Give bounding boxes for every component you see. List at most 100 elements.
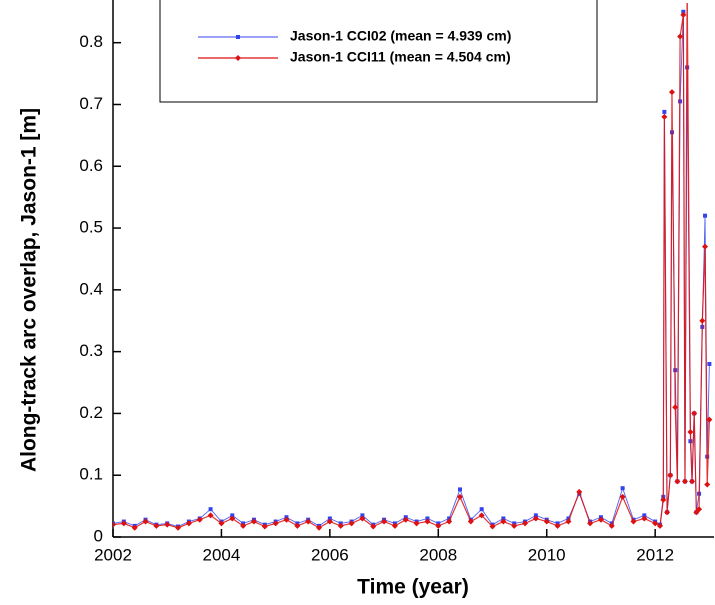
marker <box>500 518 507 525</box>
y-axis-title: Along-track arc overlap, Jason-1 [m] <box>18 108 41 472</box>
marker <box>667 472 674 479</box>
marker <box>402 516 409 523</box>
marker <box>620 486 625 491</box>
legend-label: Jason-1 CCI02 (mean = 4.939 cm) <box>290 28 511 44</box>
y-tick-label: 0 <box>94 526 103 545</box>
marker <box>327 516 332 521</box>
marker <box>305 518 312 525</box>
marker <box>689 478 696 485</box>
plot-area <box>113 3 713 531</box>
marker <box>619 493 626 500</box>
marker <box>457 487 462 492</box>
marker <box>680 11 687 18</box>
marker <box>674 478 681 485</box>
marker <box>501 516 506 521</box>
marker <box>597 516 604 523</box>
marker <box>294 522 301 529</box>
marker <box>467 518 474 525</box>
marker <box>142 518 149 525</box>
marker <box>704 481 711 488</box>
marker <box>630 518 637 525</box>
marker <box>489 523 496 530</box>
marker <box>587 520 594 527</box>
marker <box>456 493 463 500</box>
marker <box>120 520 127 527</box>
x-tick-label: 2012 <box>636 545 674 564</box>
marker <box>642 513 647 518</box>
marker <box>218 520 225 527</box>
marker <box>641 515 648 522</box>
y-tick-label: 0.8 <box>79 32 103 51</box>
marker <box>153 522 160 529</box>
marker <box>236 35 240 39</box>
marker <box>359 515 366 522</box>
marker <box>261 523 268 530</box>
marker <box>326 518 333 525</box>
marker <box>522 520 529 527</box>
marker <box>447 516 452 521</box>
marker <box>479 507 484 512</box>
marker <box>230 513 235 518</box>
marker <box>337 522 344 529</box>
marker <box>576 488 583 495</box>
marker <box>703 213 708 218</box>
marker <box>543 518 550 525</box>
marker <box>660 496 667 503</box>
marker <box>702 243 709 250</box>
marker <box>691 410 698 417</box>
y-tick-label: 0.4 <box>79 279 103 298</box>
marker <box>681 478 688 485</box>
marker <box>283 516 290 523</box>
marker <box>348 520 355 527</box>
marker <box>229 515 236 522</box>
marker <box>532 515 539 522</box>
x-axis-title: Time (year) <box>357 576 469 599</box>
marker <box>554 522 561 529</box>
marker <box>235 55 241 61</box>
x-tick-label: 2010 <box>528 545 566 564</box>
marker <box>657 522 664 529</box>
x-tick-label: 2004 <box>203 545 241 564</box>
marker <box>608 522 615 529</box>
marker <box>208 507 213 512</box>
marker <box>250 518 257 525</box>
marker <box>664 509 671 516</box>
marker <box>381 518 388 525</box>
y-tick-label: 0.7 <box>79 94 103 113</box>
marker <box>413 520 420 527</box>
marker <box>478 512 485 519</box>
y-tick-label: 0.1 <box>79 465 103 484</box>
marker <box>566 516 571 521</box>
marker <box>661 113 668 120</box>
y-tick-label: 0.3 <box>79 341 103 360</box>
marker <box>391 522 398 529</box>
y-tick-label: 0.6 <box>79 156 103 175</box>
marker <box>360 513 365 518</box>
marker <box>677 33 684 40</box>
marker <box>687 428 694 435</box>
marker <box>707 361 712 366</box>
marker <box>185 520 192 527</box>
marker <box>175 524 182 531</box>
x-tick-label: 2006 <box>311 545 349 564</box>
y-tick-label: 0.5 <box>79 218 103 237</box>
marker <box>425 516 430 521</box>
marker <box>681 9 686 14</box>
marker <box>316 524 323 531</box>
marker <box>240 522 247 529</box>
marker <box>565 518 572 525</box>
series-line <box>113 3 710 529</box>
marker <box>533 513 538 518</box>
legend-box <box>159 0 598 103</box>
marker <box>668 89 675 96</box>
marker <box>196 516 203 523</box>
marker <box>511 522 518 529</box>
marker <box>164 521 171 528</box>
marker <box>696 506 703 513</box>
marker <box>435 522 442 529</box>
marker <box>272 520 279 527</box>
marker <box>131 524 138 531</box>
marker <box>370 523 377 530</box>
marker <box>424 518 431 525</box>
